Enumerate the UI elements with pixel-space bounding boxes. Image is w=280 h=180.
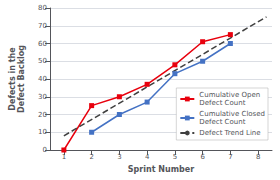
svg-text:60: 60 (38, 40, 47, 48)
svg-text:20: 20 (38, 111, 47, 119)
svg-text:2: 2 (89, 153, 93, 161)
svg-text:Cumulative Open: Cumulative Open (199, 91, 260, 99)
svg-text:Defect Backlog: Defect Backlog (17, 45, 26, 113)
svg-text:70: 70 (38, 22, 47, 30)
svg-text:Defect Count: Defect Count (199, 118, 245, 126)
svg-text:80: 80 (38, 4, 47, 12)
svg-text:Sprint Number: Sprint Number (128, 165, 194, 174)
svg-text:6: 6 (200, 153, 205, 161)
svg-text:7: 7 (228, 153, 232, 161)
svg-text:Defects in the: Defects in the (8, 47, 17, 111)
svg-text:50: 50 (38, 57, 47, 65)
svg-text:10: 10 (38, 128, 47, 136)
svg-text:1: 1 (62, 153, 66, 161)
svg-text:3: 3 (117, 153, 121, 161)
svg-text:0: 0 (43, 146, 47, 154)
svg-text:Defect Count: Defect Count (199, 99, 245, 107)
svg-text:8: 8 (256, 153, 260, 161)
svg-text:Cumulative Closed: Cumulative Closed (199, 110, 265, 118)
svg-text:5: 5 (173, 153, 177, 161)
svg-text:30: 30 (38, 93, 47, 101)
svg-text:4: 4 (145, 153, 150, 161)
svg-text:40: 40 (38, 75, 47, 83)
svg-text:Defect Trend Line: Defect Trend Line (199, 129, 260, 137)
